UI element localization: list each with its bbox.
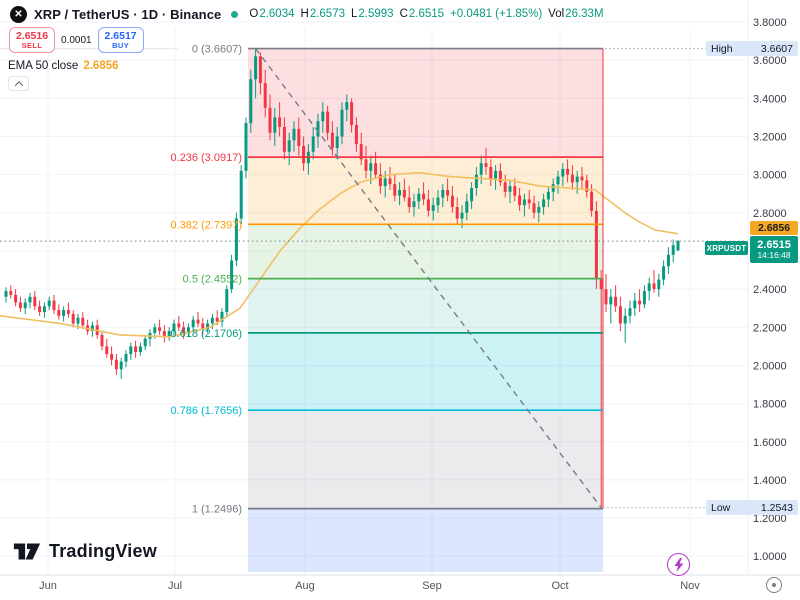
svg-text:1.2000: 1.2000 — [753, 513, 787, 525]
market-status-icon[interactable] — [231, 10, 239, 18]
fib-trend-line — [255, 48, 602, 509]
open-value: 2.6034 — [259, 8, 295, 20]
fib-zones — [248, 48, 603, 572]
svg-text:2.8000: 2.8000 — [753, 208, 787, 220]
svg-text:Oct: Oct — [551, 580, 568, 592]
svg-text:1.6000: 1.6000 — [753, 437, 787, 449]
svg-text:1.4000: 1.4000 — [753, 475, 787, 487]
buy-button[interactable]: 2.6517 BUY — [97, 27, 144, 53]
last-price-badge: 2.6515 14:16:48 — [750, 236, 798, 263]
symbol-price-label: XRPUSDT — [705, 241, 748, 255]
svg-text:1.8000: 1.8000 — [753, 399, 787, 411]
svg-text:1.0000: 1.0000 — [753, 551, 787, 563]
change-value: +0.0481 (+1.85%) — [450, 8, 543, 20]
ema-badge-value: 2.6856 — [757, 222, 791, 234]
tradingview-logo-icon — [13, 543, 41, 560]
svg-text:3.6000: 3.6000 — [753, 55, 787, 67]
close-label: C — [399, 8, 408, 20]
indicator-value: 2.6856 — [83, 60, 119, 72]
chart-legend-bar: ✕ XRP / TetherUS · 1D · Binance O2.6034 … — [0, 0, 748, 28]
svg-text:0 (3.6607): 0 (3.6607) — [192, 44, 242, 56]
trade-panel: 2.6516 SELL 0.0001 2.6517 BUY — [9, 27, 144, 53]
price-scale-settings-icon[interactable] — [766, 577, 782, 593]
price-axis[interactable]: 3.8000 3.6000 3.4000 3.2000 3.0000 2.8000 2.40… — [753, 17, 787, 563]
ohlc-values: O2.6034 H2.6573 L2.5993 C2.6515 +0.0481 … — [249, 8, 603, 20]
chevron-up-icon — [14, 80, 23, 90]
grid-lines — [0, 21, 748, 575]
svg-text:Jun: Jun — [39, 580, 57, 592]
axis-separators — [0, 0, 800, 576]
bar-countdown: 14:16:48 — [757, 249, 791, 260]
svg-text:2.0000: 2.0000 — [753, 360, 787, 372]
svg-text:3.0000: 3.0000 — [753, 170, 787, 182]
close-value: 2.6515 — [408, 8, 445, 20]
sell-price: 2.6516 — [15, 29, 49, 42]
svg-text:1 (1.2496): 1 (1.2496) — [192, 504, 242, 516]
instant-order-bolt-icon[interactable] — [667, 553, 690, 576]
ema-price-badge: 2.6856 — [750, 221, 798, 235]
volume-value: 26.33M — [565, 8, 604, 20]
low-label: L — [351, 8, 358, 20]
collapse-legend-button[interactable] — [8, 76, 29, 91]
volume-label: Vol — [548, 8, 565, 20]
high-badge-value: 3.6607 — [760, 42, 793, 55]
svg-text:3.8000: 3.8000 — [753, 17, 787, 29]
svg-text:3.2000: 3.2000 — [753, 131, 787, 143]
sell-label: SELL — [21, 40, 43, 50]
last-price-value: 2.6515 — [757, 238, 791, 251]
settings-dot-icon — [772, 583, 776, 587]
high-value: 2.6573 — [309, 8, 345, 20]
svg-text:0.382 (2.7397): 0.382 (2.7397) — [170, 219, 242, 231]
svg-text:Sep: Sep — [422, 580, 442, 592]
ema-line — [0, 171, 679, 338]
svg-text:Nov: Nov — [680, 580, 700, 592]
svg-text:0.5 (2.4552): 0.5 (2.4552) — [183, 274, 242, 286]
high-label: H — [300, 8, 309, 20]
xrp-logo-icon: ✕ — [10, 5, 27, 23]
buy-price: 2.6517 — [104, 29, 137, 42]
buy-label: BUY — [112, 40, 130, 50]
tradingview-watermark: TradingView — [12, 538, 157, 564]
low-price-badge: Low 1.2543 — [706, 500, 798, 515]
svg-text:0.236 (3.0917): 0.236 (3.0917) — [170, 152, 242, 164]
sell-button[interactable]: 2.6516 SELL — [9, 27, 55, 53]
low-value: 2.5993 — [358, 8, 394, 20]
svg-text:3.4000: 3.4000 — [753, 93, 787, 105]
low-badge-value: 1.2543 — [760, 501, 793, 514]
symbol-chip-text: XRPUSDT — [706, 243, 747, 253]
spread-value: 0.0001 — [61, 34, 92, 46]
watermark-text: TradingView — [49, 540, 157, 561]
symbol-title[interactable]: XRP / TetherUS · 1D · Binance — [34, 6, 222, 22]
svg-text:2.4000: 2.4000 — [753, 284, 787, 296]
svg-text:0.786 (1.7656): 0.786 (1.7656) — [170, 405, 242, 417]
time-axis[interactable]: Jun Jul Aug Sep Oct Nov — [39, 580, 700, 592]
svg-text:Aug: Aug — [295, 580, 315, 592]
low-badge-label: Low — [711, 501, 731, 514]
fib-levels: 0 (3.6607) 0.236 (3.0917) 0.382 (2.7397) 0.… — [170, 44, 604, 516]
indicator-name: EMA 50 close — [8, 60, 79, 72]
open-label: O — [249, 8, 259, 20]
svg-text:2.2000: 2.2000 — [753, 322, 787, 334]
indicator-legend[interactable]: EMA 50 close 2.6856 — [8, 60, 119, 72]
lightning-icon — [674, 557, 683, 572]
high-price-badge: High 3.6607 — [706, 41, 798, 56]
svg-text:0.618 (2.1706): 0.618 (2.1706) — [170, 328, 242, 340]
high-badge-label: High — [711, 42, 733, 55]
candlesticks — [4, 48, 680, 508]
svg-text:Jul: Jul — [168, 580, 182, 592]
high-low-marker-lines — [603, 48, 706, 509]
